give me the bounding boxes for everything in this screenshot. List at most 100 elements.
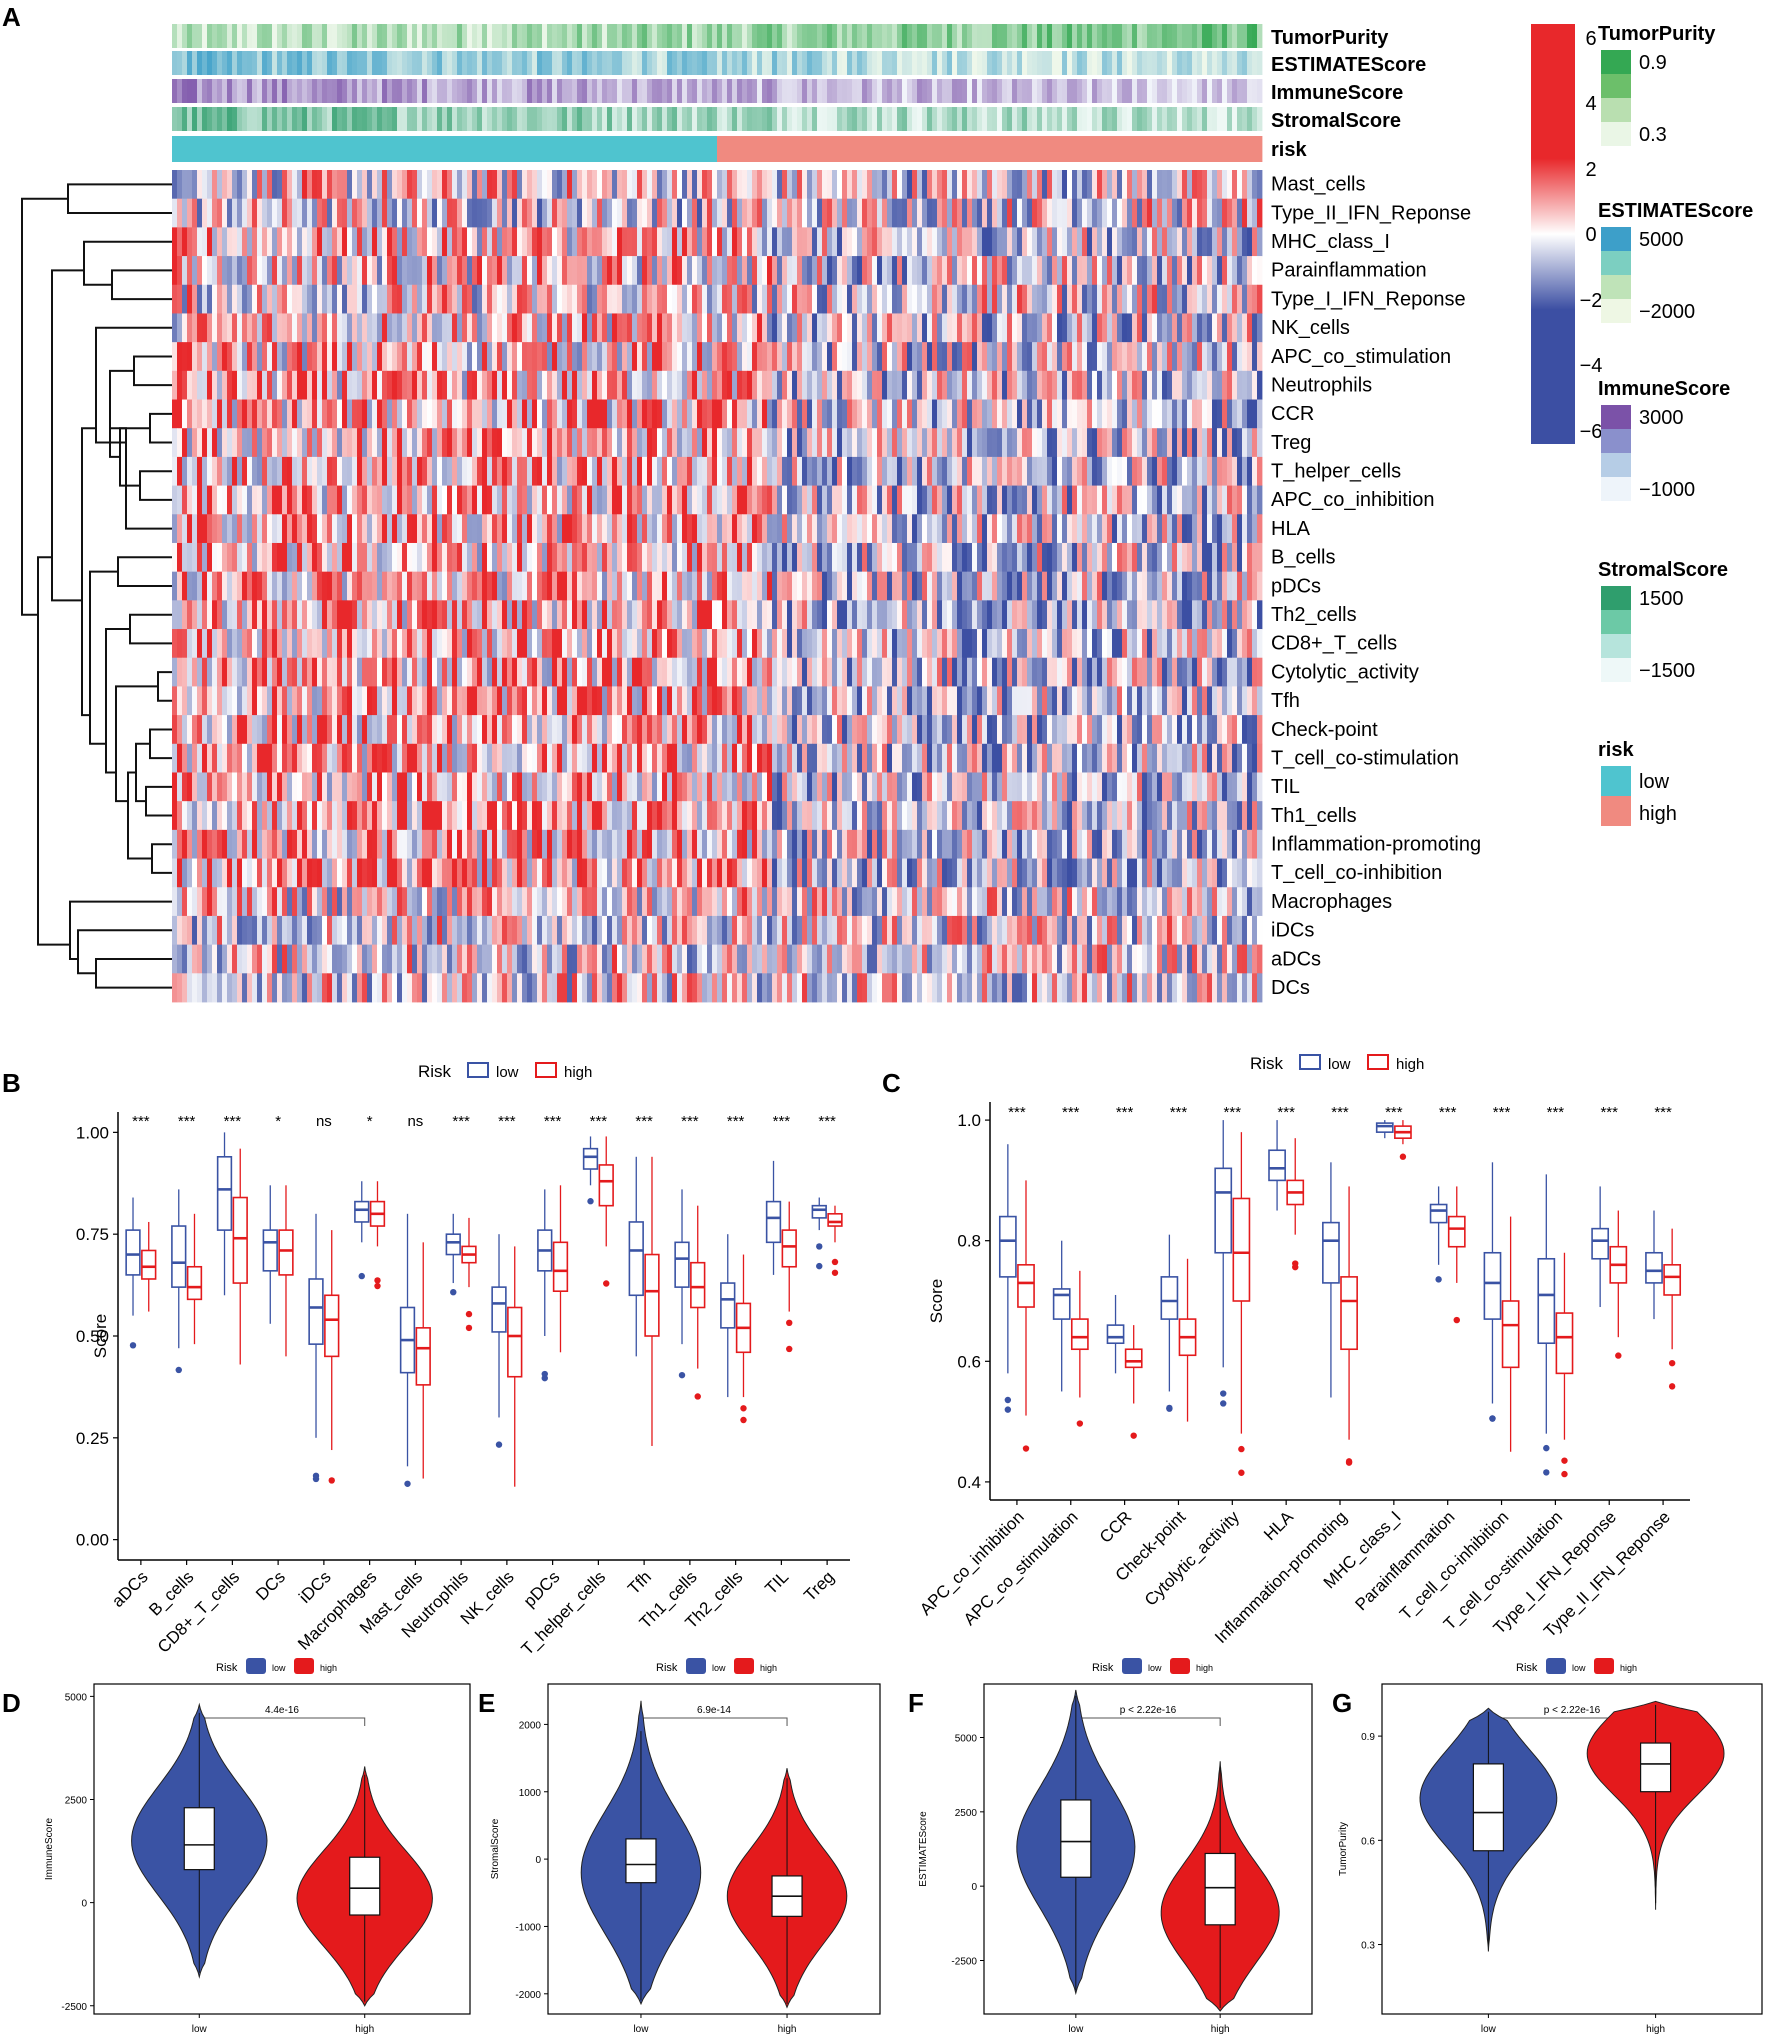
legend-swatch (1601, 227, 1631, 251)
box-body (690, 1261, 706, 1309)
legend-swatch (1601, 299, 1631, 323)
heatmap-row-label-th2_cells: Th2_cells (1271, 604, 1357, 626)
legend-swatch (1601, 477, 1631, 501)
dendrogram-branch (129, 613, 172, 645)
box-high-nk_cells (507, 1246, 523, 1487)
legend-label-low: low (1572, 1663, 1586, 1673)
y-axis-label: TumorPurity (1338, 1822, 1349, 1876)
x-tick-label: low (192, 2024, 208, 2034)
legend-tumorpurity: TumorPurity 0.9 0.3 (1598, 23, 1716, 146)
heatmap-row-label-adcs: aDCs (1271, 948, 1321, 970)
annotation-label-risk: risk (1271, 139, 1307, 161)
box-body (445, 1233, 461, 1256)
outlier-point (1004, 1406, 1012, 1413)
box-body (598, 1164, 614, 1207)
outlier-point (740, 1405, 747, 1412)
box-high-apc_co_stimulation (1070, 1270, 1089, 1427)
box-high-dcs (278, 1185, 294, 1357)
box-body (1214, 1167, 1233, 1254)
box-body (1070, 1318, 1089, 1351)
box-body (491, 1286, 507, 1333)
y-tick-label: 0 (971, 1882, 977, 1893)
panel-label-e: E (478, 1688, 495, 1718)
x-tick-label: pDCs (520, 1567, 563, 1610)
box-body (1106, 1324, 1125, 1345)
y-tick-label: 0.6 (957, 1352, 981, 1371)
box-high-mast_cells (415, 1242, 431, 1479)
legend-title: Risk (216, 1662, 238, 1674)
heatmap-row-mast_cells (172, 170, 1263, 200)
heatmap-cells (172, 170, 1263, 1003)
outlier-point (1399, 1153, 1407, 1160)
heatmap-row-label-macrophages: Macrophages (1271, 891, 1392, 913)
y-tick-label: -2500 (951, 1956, 977, 1967)
legend-swatch (1601, 50, 1631, 74)
heatmap-row-label-idcs: iDCs (1271, 920, 1314, 942)
significance-label: *** (544, 1113, 562, 1130)
box-low-mhc_class_i (1375, 1120, 1394, 1139)
annotation-label-immunescore: ImmuneScore (1271, 82, 1403, 104)
dendrogram-branch (37, 556, 70, 946)
pvalue-label: 6.9e-14 (697, 1705, 731, 1716)
significance-label: *** (1224, 1104, 1242, 1121)
heatmap-row-th2_cells (172, 600, 1263, 630)
box-body (278, 1229, 294, 1276)
legend-immunescore: ImmuneScore 3000 −1000 (1598, 378, 1730, 501)
box-low-apc_co_inhibition (998, 1144, 1017, 1413)
pvalue-label: p < 2.22e-16 (1120, 1705, 1177, 1716)
dendrogram-branch (95, 326, 172, 444)
box-low-mast_cells (399, 1213, 416, 1487)
box-low-ccr (1106, 1294, 1125, 1374)
heatmap-row-nk_cells (172, 313, 1263, 343)
heatmap-row-label-apc_co_inhibition: APC_co_inhibition (1271, 489, 1434, 511)
heatmap-row-type_i_ifn_reponse (172, 284, 1263, 314)
box-high (1639, 1742, 1672, 1793)
annotation-bar-risk (172, 136, 1263, 162)
outlier-point (740, 1416, 747, 1424)
heatmap-row-parainflammation (172, 256, 1263, 286)
heatmap-row-check-point (172, 715, 1263, 745)
outlier-point (1076, 1420, 1084, 1427)
panel-e-violin: E Risk low high 2000 1000 0 -1000 -2000 StromalS… (478, 1658, 881, 2034)
heatmap-row-dcs (172, 973, 1263, 1003)
y-tick-label: 5000 (955, 1734, 978, 1745)
y-tick-label: 0.9 (1361, 1732, 1375, 1743)
box-high-t_cell_co-inhibition (1501, 1216, 1520, 1452)
heatmap-row-apc_co_inhibition (172, 485, 1263, 515)
heatmap-row-t_cell_co-stimulation (172, 743, 1263, 773)
legend-label: 1500 (1639, 588, 1684, 610)
heatmap-row-apc_co_stimulation (172, 342, 1263, 372)
heatmap-row-label-type_i_ifn_reponse: Type_I_IFN_Reponse (1271, 288, 1466, 310)
panel-a-heatmap: A TumorPurity ESTIMATEScore ImmuneScore Str… (2, 2, 1753, 1003)
box-low-dcs (262, 1185, 278, 1324)
outlier-point (786, 1319, 793, 1327)
box-body (628, 1221, 644, 1297)
heatmap-row-cytolytic_activity (172, 657, 1263, 687)
box-low-b_cells (171, 1189, 187, 1374)
violin-d: Risk low high 5000 2500 0 -2500 ImmuneScore 4.4e… (44, 1658, 471, 2034)
box-high-parainflammation (1447, 1186, 1466, 1324)
dendrogram-branch (157, 671, 172, 702)
box-low (1060, 1799, 1092, 1878)
box-body (720, 1282, 736, 1329)
box-low-th2_cells (720, 1234, 736, 1398)
box-body (171, 1225, 187, 1288)
annotation-label-estimatescore: ESTIMATEScore (1271, 54, 1426, 76)
heatmap-row-inflammation-promoting (172, 829, 1263, 859)
annotation-bar-estimatescore (172, 51, 1263, 75)
box-body (827, 1213, 843, 1227)
dendrogram-branch (119, 427, 150, 487)
outlier-point (358, 1272, 365, 1280)
box-body (1124, 1348, 1143, 1369)
box-high-th2_cells (735, 1254, 752, 1424)
box-high-pdcs (552, 1185, 569, 1353)
dendrogram-branch (115, 685, 158, 803)
heatmap-row-label-check-point: Check-point (1271, 719, 1378, 741)
significance-label: *** (1116, 1104, 1134, 1121)
plot-frame (547, 1683, 881, 2015)
dendrogram-branch (110, 427, 172, 530)
box-low-treg (811, 1197, 827, 1270)
significance-label: *** (1062, 1104, 1080, 1121)
heatmap-row-label-dcs: DCs (1271, 977, 1310, 999)
heatmap-row-type_ii_ifn_reponse (172, 198, 1263, 228)
